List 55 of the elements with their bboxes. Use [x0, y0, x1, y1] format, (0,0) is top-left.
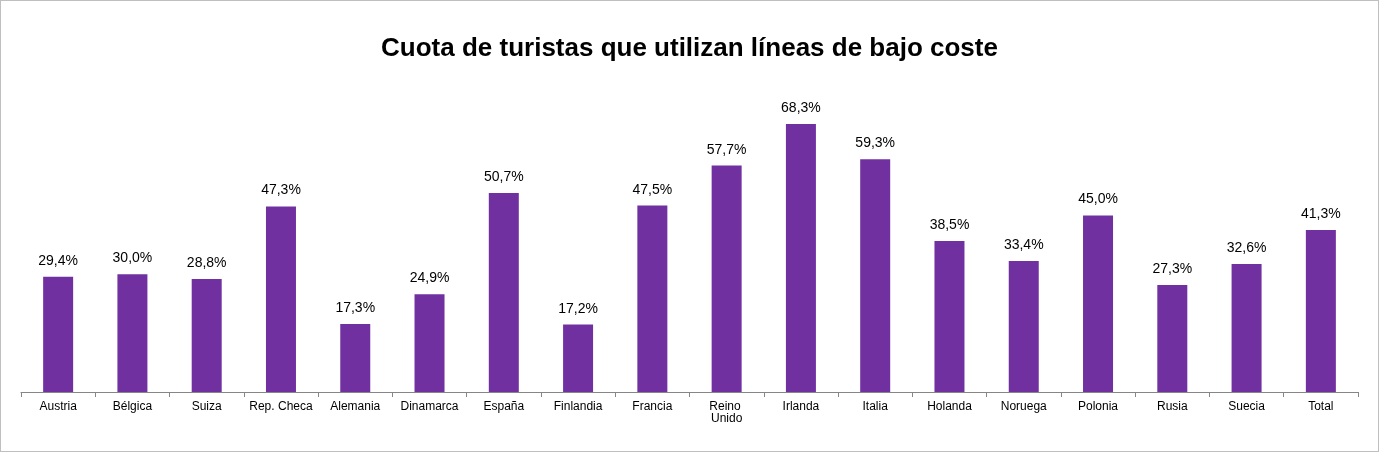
bar: [711, 165, 742, 392]
x-tick-label: Dinamarca: [400, 399, 459, 413]
data-label: 17,2%: [558, 299, 598, 316]
bar: [1231, 264, 1262, 392]
x-tick-label: Finlandia: [553, 399, 603, 413]
x-tick-label: Total: [1308, 399, 1334, 413]
x-tick-label: Reino Unido: [709, 399, 744, 425]
x-tick-label: Bélgica: [112, 399, 153, 413]
bar: [265, 206, 296, 392]
bar: [860, 159, 891, 392]
data-label: 29,4%: [38, 251, 78, 268]
data-label: 38,5%: [929, 215, 970, 232]
data-label: 45,0%: [1078, 190, 1118, 207]
data-label: 28,8%: [186, 253, 227, 270]
data-label: 41,3%: [1301, 204, 1341, 221]
bar: [43, 276, 74, 392]
bar: [563, 324, 594, 392]
x-tick-label: Francia: [632, 399, 673, 413]
data-label: 17,3%: [335, 299, 376, 316]
data-label: 59,3%: [855, 134, 896, 151]
data-label: 24,9%: [409, 269, 450, 286]
bar: [488, 193, 519, 392]
bar: [934, 240, 965, 392]
x-tick-label: Italia: [862, 399, 889, 413]
data-label: 47,5%: [632, 180, 673, 197]
x-tick-label: Rep. Checa: [249, 399, 313, 413]
bar: [191, 278, 222, 392]
x-tick-label: Noruega: [1000, 399, 1048, 413]
bar: [785, 124, 816, 392]
x-tick-label: Alemania: [330, 399, 381, 413]
x-tick-label: Polonia: [1078, 399, 1119, 413]
x-tick-label: Suecia: [1228, 399, 1266, 413]
data-label: 50,7%: [483, 168, 524, 185]
data-label: 27,3%: [1152, 259, 1193, 276]
bar: [1008, 260, 1039, 392]
x-tick-label: Irlanda: [782, 399, 820, 413]
x-tick-label: España: [483, 399, 525, 413]
data-label: 33,4%: [1003, 235, 1044, 252]
bar: [340, 324, 371, 392]
bar: [1305, 229, 1336, 392]
x-tick-label: Austria: [39, 399, 78, 413]
bar: [1157, 284, 1188, 392]
chart-title: Cuota de turistas que utilizan líneas de bajo coste: [381, 32, 998, 62]
x-tick-label: Holanda: [927, 399, 973, 413]
x-tick-label: Rusia: [1156, 399, 1188, 413]
data-label: 32,6%: [1226, 239, 1267, 256]
bar: [117, 274, 148, 392]
data-label: 57,7%: [706, 140, 747, 157]
bar: [414, 294, 445, 392]
data-label: 30,0%: [112, 249, 153, 266]
data-label: 47,3%: [261, 181, 301, 198]
bar: [637, 205, 668, 392]
bar: [1083, 215, 1114, 392]
data-label: 68,3%: [781, 99, 821, 115]
x-tick-label: Suiza: [191, 399, 223, 413]
